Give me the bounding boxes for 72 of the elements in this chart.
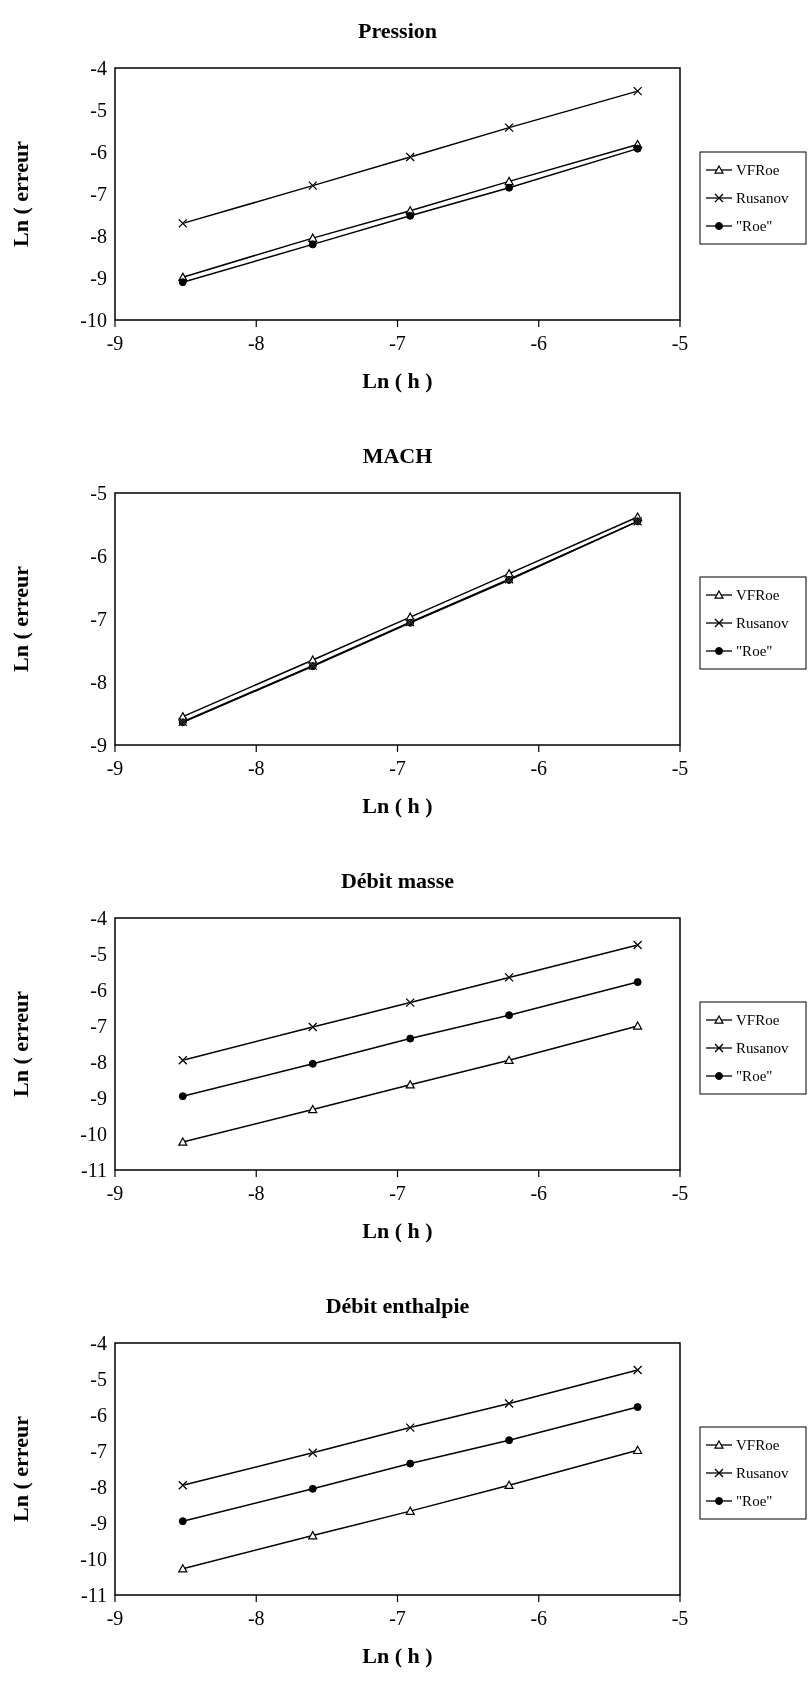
x-tick-label: -7	[389, 332, 406, 354]
y-tick-label: -6	[90, 141, 107, 163]
legend-label: VFRoe	[736, 1437, 780, 1454]
y-tick-label: -7	[90, 1015, 107, 1037]
x-tick-label: -7	[389, 757, 406, 779]
chart-title: Débit masse	[340, 868, 455, 893]
legend-label: VFRoe	[736, 587, 780, 604]
x-axis-title: Ln ( h )	[362, 368, 433, 393]
y-tick-label: -9	[90, 1512, 107, 1534]
y-tick-label: -5	[90, 99, 107, 121]
y-tick-label: -7	[90, 608, 107, 630]
x-tick-label: -8	[247, 757, 265, 779]
y-tick-label: -7	[90, 1440, 107, 1462]
x-tick-label: -9	[106, 1607, 124, 1629]
legend-label: Rusanov	[736, 1040, 789, 1057]
y-tick-label: -10	[80, 309, 107, 331]
y-tick-label: -10	[80, 1548, 107, 1570]
x-tick-label: -9	[106, 332, 124, 354]
y-tick-label: -9	[90, 267, 107, 289]
y-tick-label: -4	[90, 57, 107, 79]
x-tick-label: -9	[106, 1182, 124, 1204]
chart-title: Débit enthalpie	[325, 1293, 470, 1318]
legend-label: "Roe"	[736, 1068, 773, 1085]
x-tick-label: -5	[671, 1182, 689, 1204]
x-tick-label: -8	[247, 1182, 265, 1204]
x-axis-title: Ln ( h )	[362, 1218, 433, 1243]
y-tick-label: -8	[90, 1051, 107, 1073]
x-tick-label: -5	[671, 1607, 689, 1629]
y-tick-label: -8	[90, 225, 107, 247]
y-tick-label: -4	[90, 1332, 107, 1354]
legend-label: Rusanov	[736, 190, 789, 207]
y-tick-label: -4	[90, 907, 107, 929]
legend-label: "Roe"	[736, 1493, 773, 1510]
y-tick-label: -6	[90, 979, 107, 1001]
y-tick-label: -8	[90, 671, 107, 693]
chart-title: Pression	[357, 18, 438, 43]
x-axis-title: Ln ( h )	[362, 1643, 433, 1668]
legend-label: "Roe"	[736, 218, 773, 235]
x-tick-label: -5	[671, 757, 689, 779]
y-tick-label: -5	[90, 1368, 107, 1390]
y-tick-label: -9	[90, 734, 107, 756]
chart-title: MACH	[362, 443, 433, 468]
x-tick-label: -6	[530, 332, 548, 354]
x-tick-label: -7	[389, 1607, 406, 1629]
y-axis-title: Ln ( erreur	[8, 990, 33, 1097]
x-tick-label: -8	[247, 1607, 265, 1629]
x-tick-label: -8	[247, 332, 265, 354]
y-axis-title: Ln ( erreur	[8, 1415, 33, 1522]
x-tick-label: -6	[530, 1182, 548, 1204]
legend-label: Rusanov	[736, 615, 789, 632]
legend-label: Rusanov	[736, 1465, 789, 1482]
y-tick-label: -11	[81, 1159, 107, 1181]
legend-label: VFRoe	[736, 1012, 780, 1029]
y-axis-title: Ln ( erreur	[8, 565, 33, 672]
y-tick-label: -6	[90, 1404, 107, 1426]
y-tick-label: -5	[90, 943, 107, 965]
y-tick-label: -8	[90, 1476, 107, 1498]
x-tick-label: -9	[106, 757, 124, 779]
legend-label: "Roe"	[736, 643, 773, 660]
y-tick-label: -11	[81, 1584, 107, 1606]
y-tick-label: -10	[80, 1123, 107, 1145]
x-tick-label: -6	[530, 1607, 548, 1629]
y-tick-label: -9	[90, 1087, 107, 1109]
y-tick-label: -5	[90, 482, 107, 504]
x-axis-title: Ln ( h )	[362, 793, 433, 818]
y-tick-label: -7	[90, 183, 107, 205]
y-axis-title: Ln ( erreur	[8, 140, 33, 247]
legend-label: VFRoe	[736, 162, 780, 179]
x-tick-label: -7	[389, 1182, 406, 1204]
y-tick-label: -6	[90, 545, 107, 567]
x-tick-label: -6	[530, 757, 548, 779]
x-tick-label: -5	[671, 332, 689, 354]
